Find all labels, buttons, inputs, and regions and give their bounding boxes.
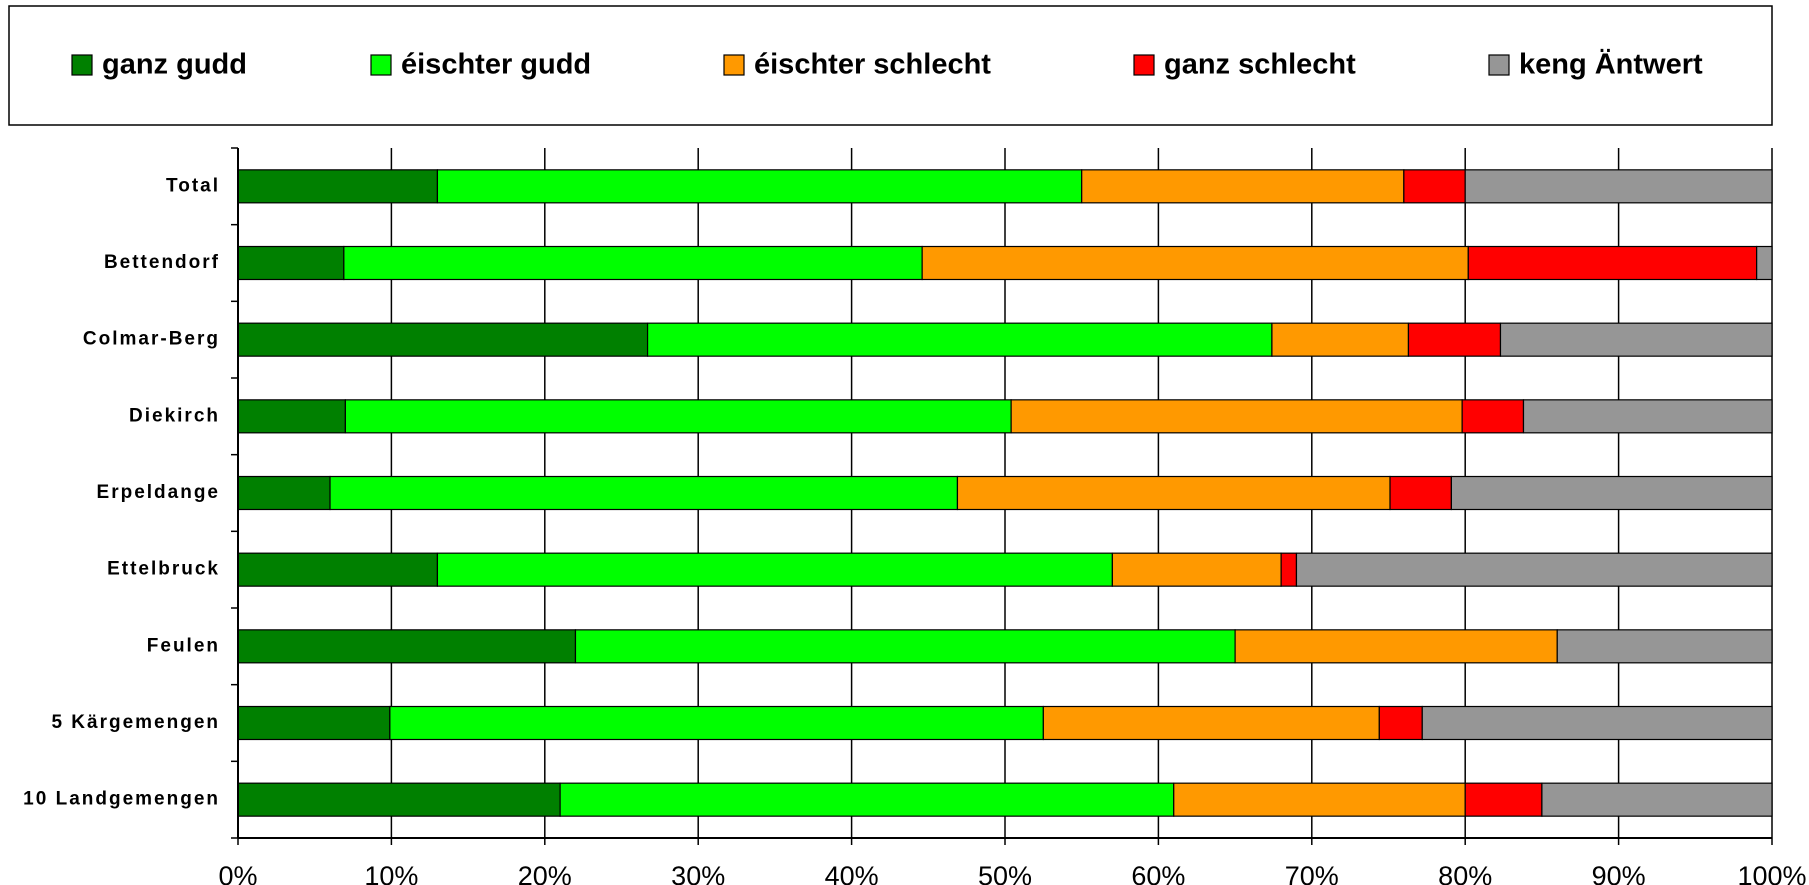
bar-segment (1421, 705, 1773, 741)
bar-segment (237, 629, 577, 664)
x-tick-label: 20% (518, 861, 572, 885)
bar-segment (237, 169, 439, 204)
bar-segment (1403, 169, 1466, 204)
legend-label: éischter gudd (401, 49, 591, 81)
bar-segment (237, 399, 346, 434)
legend-swatch (723, 54, 745, 76)
y-tick-label: Feulen (147, 635, 220, 656)
x-tick-label: 80% (1438, 861, 1492, 885)
bar-segment (574, 629, 1236, 664)
legend-label: ganz schlecht (1164, 49, 1356, 81)
bar-segment (1271, 322, 1410, 357)
legend-box (8, 5, 1773, 126)
bar-segment (237, 322, 649, 357)
bar-segment (1378, 705, 1423, 741)
bar-segment (1556, 629, 1773, 664)
y-tick-label: 10 Landgemengen (23, 789, 220, 810)
legend-label: ganz gudd (102, 49, 247, 81)
bar-segment (237, 552, 439, 587)
legend-swatch (1488, 54, 1510, 76)
y-tick-label: Total (166, 175, 220, 196)
bar-segment (1756, 245, 1773, 281)
legend-swatch (370, 54, 392, 76)
bar-segment (1010, 399, 1463, 434)
y-tick-label: Ettelbruck (107, 559, 220, 580)
bar-segment (1111, 552, 1282, 587)
bar-segment (1450, 475, 1773, 511)
legend-label: keng Äntwert (1519, 48, 1703, 81)
x-tick-label: 70% (1285, 861, 1339, 885)
bar-segment (1461, 399, 1525, 434)
x-tick-label: 0% (218, 861, 257, 885)
bar-segment (1295, 552, 1773, 587)
bar-segment (956, 475, 1391, 511)
bar-segment (1464, 169, 1773, 204)
bar-segment (559, 782, 1175, 817)
bar-segment (344, 399, 1012, 434)
x-tick-label: 40% (825, 861, 879, 885)
bar-segment (329, 475, 959, 511)
bar-segment (646, 322, 1273, 357)
x-tick-label: 30% (671, 861, 725, 885)
legend-label: éischter schlecht (754, 49, 991, 81)
bar-segment (1280, 552, 1298, 587)
bar-segment (1522, 399, 1773, 434)
y-tick-label: Colmar-Berg (83, 329, 220, 350)
x-tick-label: 10% (364, 861, 418, 885)
bar-segment (921, 245, 1469, 281)
bar-segment (1467, 245, 1758, 281)
bar-segment (343, 245, 923, 281)
bar-segment (1541, 782, 1773, 817)
bar-segment (436, 169, 1083, 204)
x-tick-label: 90% (1592, 861, 1646, 885)
bar-segment (1042, 705, 1380, 741)
bar-segment (389, 705, 1044, 741)
bar-segment (1234, 629, 1558, 664)
x-tick-label: 100% (1737, 861, 1806, 885)
bar-segment (1499, 322, 1773, 357)
y-tick-label: Erpeldange (97, 482, 220, 503)
bar-segment (237, 782, 561, 817)
legend-swatch (1133, 54, 1155, 76)
bar-segment (237, 245, 345, 281)
bar-segment (237, 475, 331, 511)
y-tick-label: 5 Kärgemengen (51, 712, 220, 733)
bar-segment (436, 552, 1113, 587)
legend-swatch (71, 54, 93, 76)
y-tick-label: Diekirch (129, 405, 220, 426)
x-tick-label: 60% (1131, 861, 1185, 885)
y-tick-label: Bettendorf (104, 252, 220, 273)
bar-segment (1081, 169, 1405, 204)
bar-segment (1464, 782, 1543, 817)
bar-segment (1407, 322, 1502, 357)
bar-segment (237, 705, 391, 741)
bar-segment (1389, 475, 1452, 511)
bar-segment (1173, 782, 1466, 817)
x-tick-label: 50% (978, 861, 1032, 885)
